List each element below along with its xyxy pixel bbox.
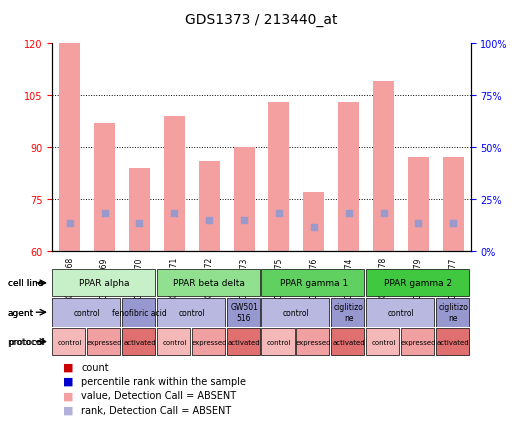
Text: cell line: cell line <box>7 279 43 288</box>
Text: expressed: expressed <box>296 339 332 345</box>
Text: activated: activated <box>228 339 260 345</box>
Text: protocol: protocol <box>7 337 44 346</box>
Bar <box>234 148 255 252</box>
Text: percentile rank within the sample: percentile rank within the sample <box>81 376 246 386</box>
Point <box>65 220 74 227</box>
Text: ciglitizo
ne: ciglitizo ne <box>438 303 468 322</box>
Text: activated: activated <box>123 339 156 345</box>
Point <box>345 210 353 217</box>
FancyBboxPatch shape <box>52 270 155 297</box>
FancyBboxPatch shape <box>226 298 260 327</box>
Text: PPAR gamma 1: PPAR gamma 1 <box>280 279 348 288</box>
Bar <box>338 102 359 252</box>
Text: control: control <box>283 308 310 317</box>
Bar <box>303 193 324 252</box>
Text: control: control <box>267 339 291 345</box>
FancyBboxPatch shape <box>122 298 155 327</box>
Point <box>449 220 458 227</box>
Text: control: control <box>162 339 187 345</box>
Bar <box>199 161 220 252</box>
FancyBboxPatch shape <box>262 328 294 355</box>
Text: control: control <box>178 308 205 317</box>
Bar <box>443 158 464 252</box>
Bar <box>59 43 80 252</box>
Text: ciglitizo
ne: ciglitizo ne <box>334 303 363 322</box>
Text: expressed: expressed <box>191 339 227 345</box>
FancyBboxPatch shape <box>226 328 260 355</box>
Text: agent: agent <box>8 308 34 317</box>
Text: activated: activated <box>437 339 470 345</box>
FancyBboxPatch shape <box>262 298 329 327</box>
Text: expressed: expressed <box>401 339 436 345</box>
FancyBboxPatch shape <box>331 328 365 355</box>
FancyBboxPatch shape <box>401 328 434 355</box>
Point <box>379 210 388 217</box>
Text: ■: ■ <box>63 362 73 372</box>
FancyBboxPatch shape <box>157 328 190 355</box>
Text: count: count <box>81 362 109 372</box>
Bar <box>94 123 115 252</box>
Text: expressed: expressed <box>87 339 122 345</box>
Text: protocol: protocol <box>8 337 45 346</box>
Text: PPAR alpha: PPAR alpha <box>79 279 130 288</box>
Point <box>414 220 423 227</box>
Bar <box>164 116 185 252</box>
Text: ■: ■ <box>63 376 73 386</box>
Point <box>275 210 283 217</box>
Text: rank, Detection Call = ABSENT: rank, Detection Call = ABSENT <box>81 405 231 414</box>
FancyBboxPatch shape <box>192 328 225 355</box>
Point <box>240 217 248 224</box>
Point <box>310 224 318 231</box>
Bar <box>129 168 150 252</box>
FancyBboxPatch shape <box>87 328 120 355</box>
Text: cell line: cell line <box>8 279 43 288</box>
Point <box>170 210 178 217</box>
Text: ■: ■ <box>63 391 73 400</box>
FancyBboxPatch shape <box>436 298 469 327</box>
FancyBboxPatch shape <box>52 298 120 327</box>
Text: agent: agent <box>7 308 34 317</box>
Text: control: control <box>74 308 100 317</box>
Text: PPAR gamma 2: PPAR gamma 2 <box>384 279 452 288</box>
Text: GDS1373 / 213440_at: GDS1373 / 213440_at <box>185 13 338 27</box>
Bar <box>408 158 429 252</box>
Bar <box>268 102 289 252</box>
Bar <box>373 82 394 252</box>
FancyBboxPatch shape <box>331 298 365 327</box>
FancyBboxPatch shape <box>366 298 434 327</box>
Text: control: control <box>371 339 396 345</box>
Text: activated: activated <box>332 339 365 345</box>
FancyBboxPatch shape <box>366 328 399 355</box>
Text: PPAR beta delta: PPAR beta delta <box>173 279 245 288</box>
FancyBboxPatch shape <box>262 270 365 297</box>
Text: value, Detection Call = ABSENT: value, Detection Call = ABSENT <box>81 391 236 400</box>
Point <box>100 210 109 217</box>
Point <box>135 220 144 227</box>
FancyBboxPatch shape <box>122 328 155 355</box>
Point <box>205 217 213 224</box>
Text: control: control <box>388 308 414 317</box>
FancyBboxPatch shape <box>52 328 85 355</box>
FancyBboxPatch shape <box>157 270 260 297</box>
Text: ■: ■ <box>63 405 73 414</box>
Text: GW501
516: GW501 516 <box>230 303 258 322</box>
FancyBboxPatch shape <box>436 328 469 355</box>
FancyBboxPatch shape <box>366 270 469 297</box>
FancyBboxPatch shape <box>157 298 225 327</box>
FancyBboxPatch shape <box>297 328 329 355</box>
Text: fenofibric acid: fenofibric acid <box>112 308 167 317</box>
Text: control: control <box>58 339 82 345</box>
